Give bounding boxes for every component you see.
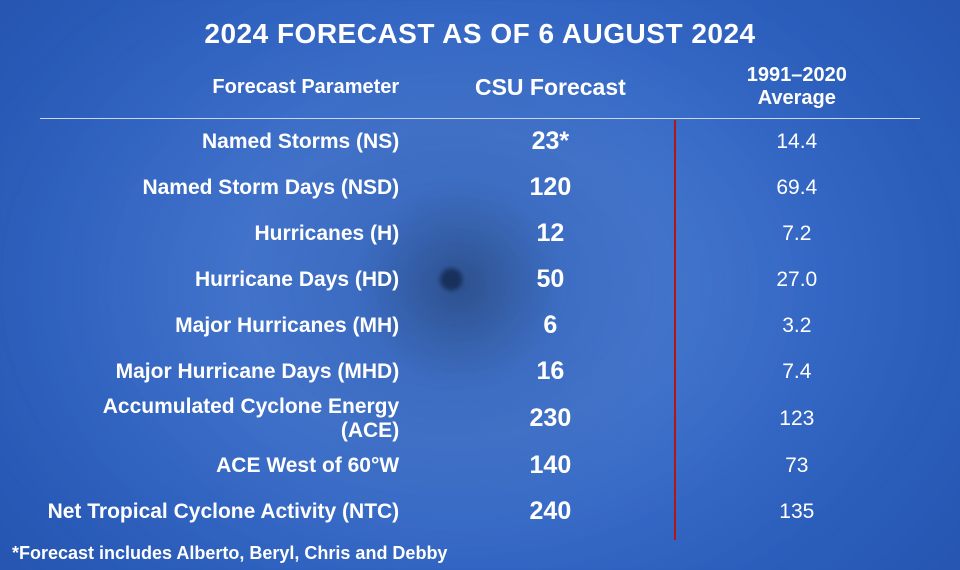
table-row: Major Hurricanes (MH)63.2 [40,303,920,349]
header-average-line2: Average [674,87,920,110]
table-row: Named Storm Days (NSD)12069.4 [40,165,920,211]
table-row: Hurricanes (H)127.2 [40,211,920,257]
header-parameter: Forecast Parameter [40,64,427,119]
cell-csu-forecast: 16 [427,349,673,395]
table-body: Named Storms (NS)23*14.4Named Storm Days… [40,119,920,535]
cell-csu-forecast: 140 [427,443,673,489]
cell-average: 7.2 [674,211,920,257]
cell-csu-forecast: 230 [427,395,673,443]
cell-csu-forecast: 23* [427,119,673,165]
cell-parameter: Major Hurricanes (MH) [40,303,427,349]
cell-average: 69.4 [674,165,920,211]
header-average: 1991–2020 Average [674,64,920,119]
cell-parameter: Accumulated Cyclone Energy (ACE) [40,395,427,443]
cell-average: 14.4 [674,119,920,165]
page-title: 2024 FORECAST AS OF 6 AUGUST 2024 [40,18,920,50]
cell-csu-forecast: 6 [427,303,673,349]
header-average-line1: 1991–2020 [674,64,920,87]
footnote: *Forecast includes Alberto, Beryl, Chris… [12,543,447,564]
cell-parameter: ACE West of 60°W [40,443,427,489]
cell-parameter: Hurricane Days (HD) [40,257,427,303]
cell-parameter: Named Storm Days (NSD) [40,165,427,211]
cell-csu-forecast: 120 [427,165,673,211]
table-row: ACE West of 60°W14073 [40,443,920,489]
table-row: Major Hurricane Days (MHD)167.4 [40,349,920,395]
header-row: Forecast Parameter CSU Forecast 1991–202… [40,64,920,119]
header-csu-forecast: CSU Forecast [427,64,673,119]
cell-parameter: Major Hurricane Days (MHD) [40,349,427,395]
cell-parameter: Net Tropical Cyclone Activity (NTC) [40,489,427,535]
cell-average: 3.2 [674,303,920,349]
cell-csu-forecast: 240 [427,489,673,535]
cell-average: 73 [674,443,920,489]
cell-csu-forecast: 50 [427,257,673,303]
cell-average: 27.0 [674,257,920,303]
table-row: Hurricane Days (HD)5027.0 [40,257,920,303]
table-row: Net Tropical Cyclone Activity (NTC)24013… [40,489,920,535]
cell-csu-forecast: 12 [427,211,673,257]
forecast-table: Forecast Parameter CSU Forecast 1991–202… [40,64,920,535]
cell-average: 135 [674,489,920,535]
table-row: Accumulated Cyclone Energy (ACE)230123 [40,395,920,443]
cell-parameter: Hurricanes (H) [40,211,427,257]
cell-average: 7.4 [674,349,920,395]
cell-average: 123 [674,395,920,443]
forecast-table-container: 2024 FORECAST AS OF 6 AUGUST 2024 Foreca… [0,0,960,570]
table-row: Named Storms (NS)23*14.4 [40,119,920,165]
cell-parameter: Named Storms (NS) [40,119,427,165]
